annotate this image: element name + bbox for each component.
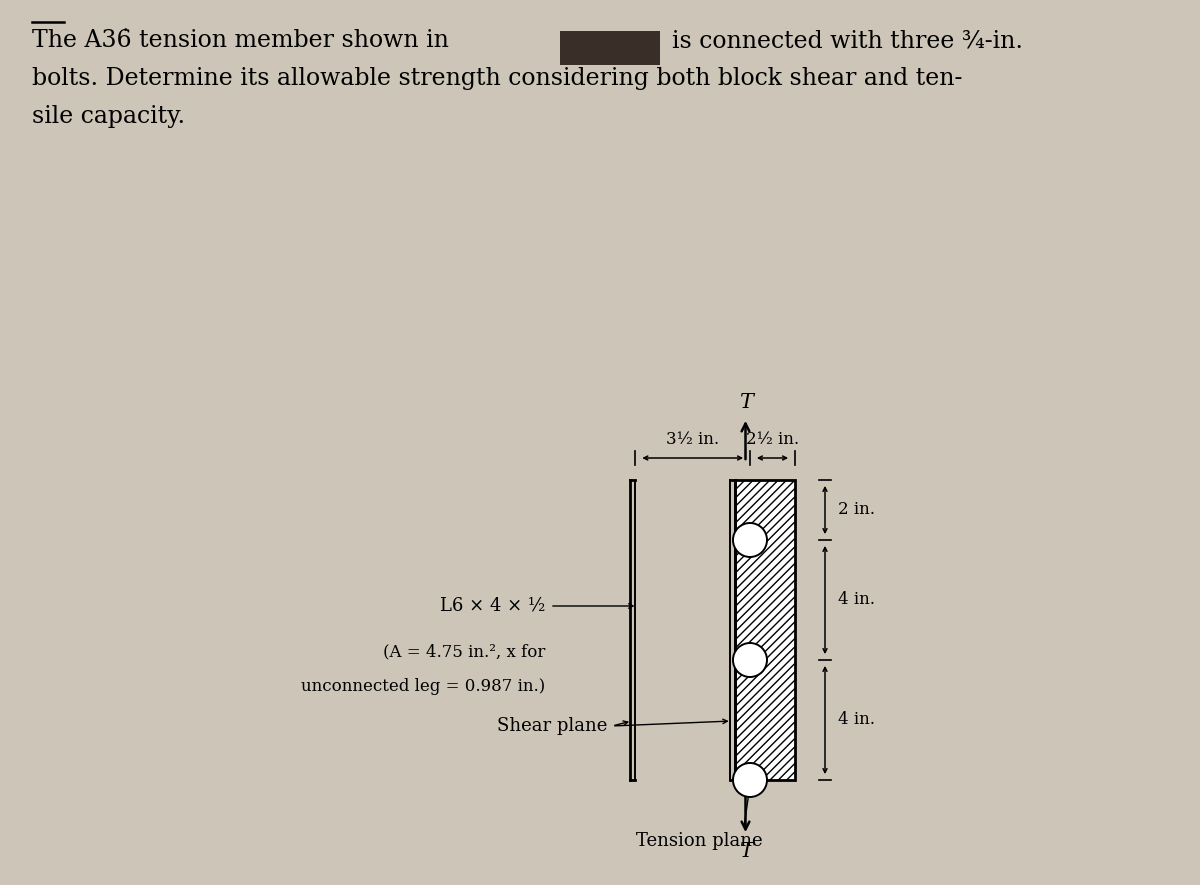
Bar: [560, 31, 660, 65]
Text: 4 in.: 4 in.: [838, 591, 875, 609]
Circle shape: [733, 643, 767, 677]
Text: 3½ in.: 3½ in.: [666, 431, 719, 448]
Text: 4 in.: 4 in.: [838, 712, 875, 728]
Text: 2 in.: 2 in.: [838, 502, 875, 519]
Circle shape: [733, 763, 767, 797]
Text: 2½ in.: 2½ in.: [746, 431, 799, 448]
Text: Tension plane: Tension plane: [636, 832, 763, 850]
Text: T: T: [738, 393, 752, 412]
Text: Shear plane: Shear plane: [497, 717, 607, 735]
Circle shape: [733, 523, 767, 557]
Bar: [734, 480, 796, 780]
Text: bolts. Determine its allowable strength considering both block shear and ten-: bolts. Determine its allowable strength …: [32, 67, 962, 90]
Text: (A = 4.75 in.², x for: (A = 4.75 in.², x for: [383, 643, 545, 660]
Text: is connected with three ¾-in.: is connected with three ¾-in.: [672, 29, 1024, 52]
Text: unconnected leg = 0.987 in.): unconnected leg = 0.987 in.): [301, 678, 545, 695]
Text: The A36̇ tension member shown in: The A36̇ tension member shown in: [32, 29, 449, 52]
Text: sile capacity.: sile capacity.: [32, 105, 185, 128]
Text: L6 × 4 × ½: L6 × 4 × ½: [439, 597, 545, 615]
Text: T: T: [738, 842, 752, 861]
